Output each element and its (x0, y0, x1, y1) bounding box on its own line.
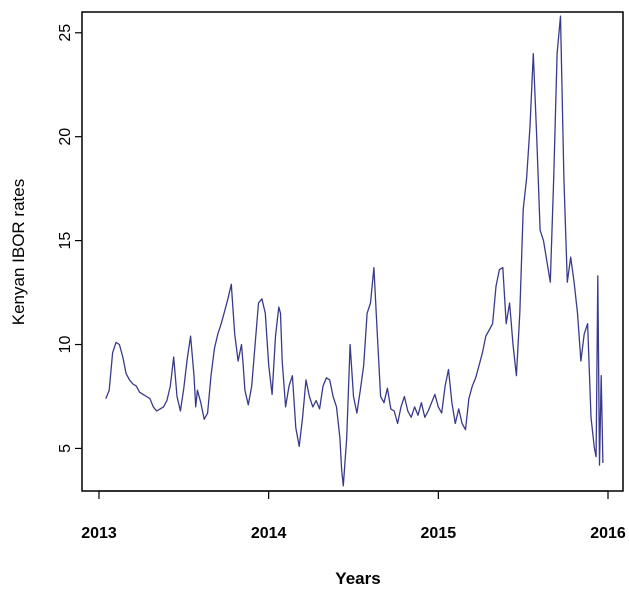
y-tick-label: 25 (57, 24, 74, 42)
plot-frame (81, 11, 624, 492)
x-tick-label: 2013 (81, 525, 117, 542)
y-tick-label: 15 (57, 232, 74, 250)
x-tick-label: 2016 (590, 525, 626, 542)
y-tick-label: 5 (57, 444, 74, 453)
y-axis-title: Kenyan IBOR rates (9, 179, 28, 325)
y-tick-label: 10 (57, 336, 74, 354)
y-axis: 5 10 15 20 25 (57, 24, 82, 453)
x-axis-title: Years (335, 569, 380, 588)
series-layer (105, 15, 604, 487)
x-tick-label: 2015 (421, 525, 457, 542)
series-line (105, 15, 604, 487)
y-tick-label: 20 (57, 128, 74, 146)
x-tick-label: 2014 (251, 525, 287, 542)
x-axis: 2013 2014 2015 2016 (81, 490, 626, 542)
